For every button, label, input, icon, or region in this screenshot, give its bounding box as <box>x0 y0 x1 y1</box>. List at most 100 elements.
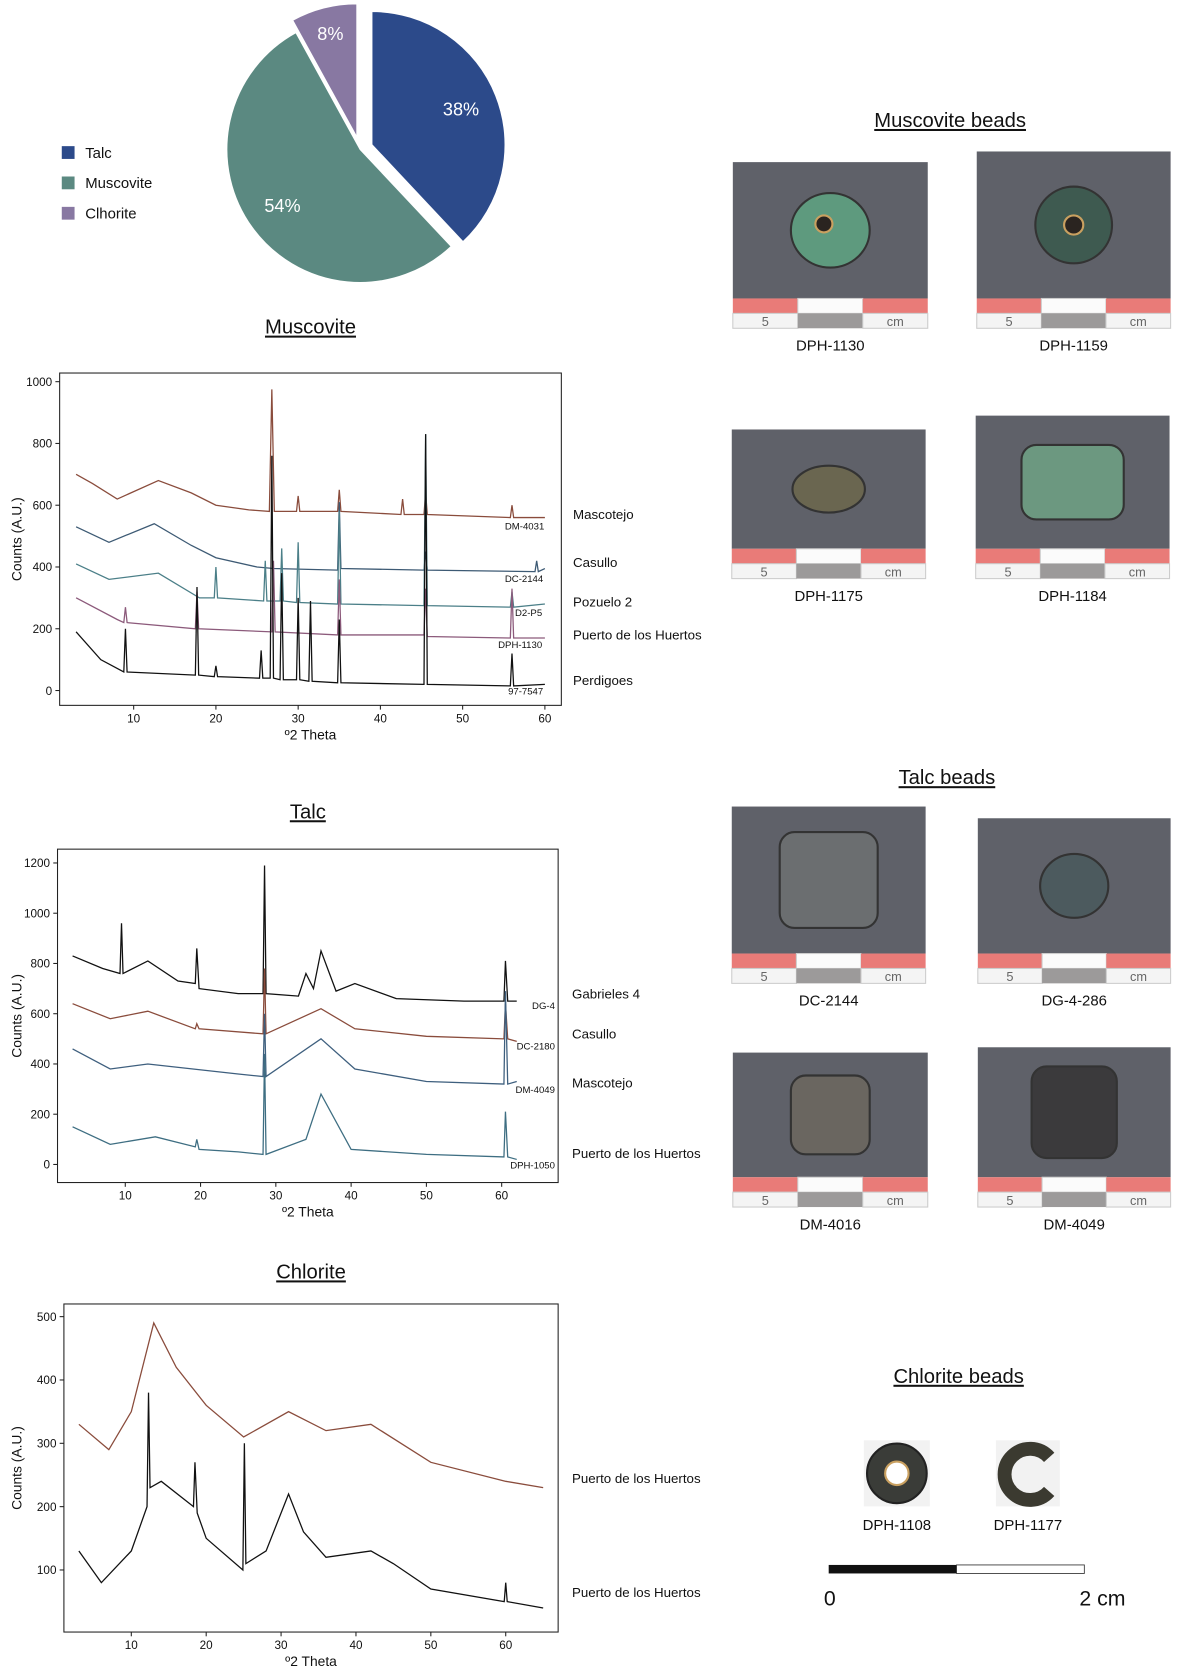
y-tick-label: 400 <box>33 561 53 574</box>
scale-number: 5 <box>1004 564 1011 579</box>
xrd-line <box>76 389 545 517</box>
scale-gray <box>1040 564 1105 579</box>
xrd-line <box>76 434 545 607</box>
scale-number: 5 <box>1006 969 1013 984</box>
sample-label: DC-2144 <box>505 574 544 585</box>
y-tick-label: 800 <box>31 958 51 971</box>
scale-unit: cm <box>885 564 902 579</box>
legend-label: Muscovite <box>85 176 152 192</box>
photo-caption: DPH-1159 <box>1039 339 1108 355</box>
scale-unit: cm <box>1130 969 1147 984</box>
series-label: Casullo <box>573 555 617 570</box>
y-axis-label: Counts (A.U.) <box>8 497 24 581</box>
sample-label: DM-4031 <box>505 522 544 533</box>
scale-number: 5 <box>761 969 768 984</box>
scale-gray <box>796 968 861 983</box>
y-tick-label: 200 <box>33 623 53 636</box>
scale-white <box>796 954 861 969</box>
chart-title: Talc <box>290 801 326 823</box>
legend-label: Clhorite <box>85 207 136 223</box>
chart-title: Chlorite <box>276 1261 346 1283</box>
series-label: Gabrieles 4 <box>572 986 640 1001</box>
y-tick-label: 100 <box>37 1564 57 1577</box>
x-tick-label: 10 <box>119 1190 133 1203</box>
xrd-line <box>73 968 517 1041</box>
scale-white <box>1042 954 1106 969</box>
scale-red <box>733 298 798 313</box>
panel-title: Chlorite beads <box>893 1366 1023 1388</box>
bead-hole <box>1064 215 1083 234</box>
x-axis-label: º2 Theta <box>285 1653 337 1669</box>
plot-frame <box>60 373 562 705</box>
scale-red <box>732 549 797 564</box>
scale-unit: cm <box>885 969 902 984</box>
xrd-line <box>76 434 545 686</box>
scale-red <box>861 954 926 969</box>
scale-white <box>1041 298 1106 313</box>
y-tick-label: 400 <box>37 1374 57 1387</box>
y-tick-label: 1200 <box>24 857 51 870</box>
photo-caption: DC-2144 <box>799 994 859 1010</box>
x-tick-label: 60 <box>495 1190 509 1203</box>
sample-label: DC-2180 <box>517 1041 555 1052</box>
scale-gray <box>798 313 863 328</box>
scale-gray <box>1042 1192 1106 1207</box>
scale-number: 5 <box>762 1193 769 1208</box>
slice-label: 38% <box>443 100 479 120</box>
x-tick-label: 60 <box>499 1639 513 1652</box>
x-tick-label: 30 <box>275 1639 289 1652</box>
x-tick-label: 20 <box>209 712 223 725</box>
series-label: Puerto de los Huertos <box>573 627 702 642</box>
scale-red <box>733 1177 798 1192</box>
scale-unit: cm <box>1130 314 1147 329</box>
x-tick-label: 10 <box>127 712 141 725</box>
sample-label: DM-4049 <box>516 1085 555 1096</box>
y-tick-label: 1000 <box>24 907 51 920</box>
x-tick-label: 40 <box>345 1190 359 1203</box>
scale-red <box>978 1177 1042 1192</box>
photo-caption: DPH-1184 <box>1038 589 1106 605</box>
scale-red <box>861 549 926 564</box>
scale-red <box>976 549 1041 564</box>
plot-frame <box>64 1304 558 1632</box>
series-label: Mascotejo <box>573 507 634 522</box>
photo-caption: DPH-1108 <box>863 1518 932 1534</box>
series-label: Perdigoes <box>573 673 633 688</box>
scale-white <box>798 1177 863 1192</box>
x-tick-label: 50 <box>456 712 470 725</box>
scale-red <box>1106 954 1170 969</box>
photo-caption: DG-4-286 <box>1041 994 1106 1010</box>
scale-red <box>732 954 797 969</box>
y-tick-label: 200 <box>31 1108 51 1121</box>
x-tick-label: 30 <box>269 1190 283 1203</box>
panel-title: Muscovite beads <box>874 110 1026 132</box>
x-tick-label: 40 <box>349 1639 363 1652</box>
slice-label: 8% <box>317 24 343 44</box>
xrd-line <box>73 865 517 1001</box>
bead <box>780 832 878 928</box>
x-tick-label: 50 <box>424 1639 438 1652</box>
y-axis-label: Counts (A.U.) <box>8 1426 24 1510</box>
xrd-line <box>73 1054 517 1160</box>
bead <box>791 1075 870 1154</box>
y-tick-label: 800 <box>33 438 53 451</box>
scale-bar-white <box>957 1565 1085 1574</box>
y-tick-label: 600 <box>33 499 53 512</box>
photo-caption: DPH-1130 <box>796 339 865 355</box>
y-tick-label: 400 <box>31 1058 51 1071</box>
x-tick-label: 40 <box>374 712 388 725</box>
scale-start: 0 <box>824 1586 836 1610</box>
bead <box>1040 854 1108 918</box>
series-label: Puerto de los Huertos <box>572 1471 701 1486</box>
chart-title: Muscovite <box>265 317 356 339</box>
scale-white <box>1040 549 1105 564</box>
scale-red <box>1105 549 1170 564</box>
photo-caption: DM-4016 <box>800 1217 861 1233</box>
panel-title: Talc beads <box>899 767 996 789</box>
scale-end: 2 cm <box>1079 1586 1125 1610</box>
scale-white <box>798 298 863 313</box>
x-tick-label: 50 <box>420 1190 434 1203</box>
legend-label: Talc <box>85 146 112 162</box>
bead-hole <box>885 1462 908 1485</box>
scale-gray <box>1042 968 1106 983</box>
